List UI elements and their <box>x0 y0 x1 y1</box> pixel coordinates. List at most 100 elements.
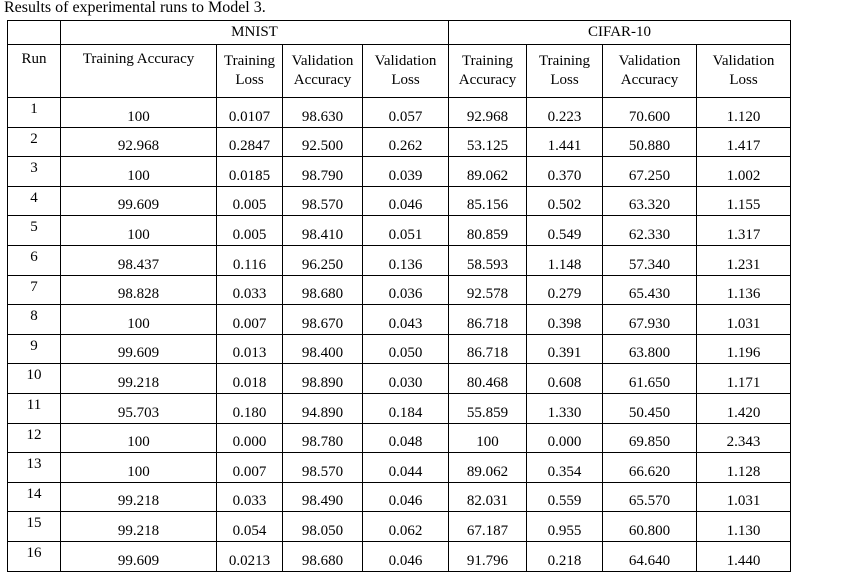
mnist-validation-accuracy-cell: 98.400 <box>282 333 363 365</box>
cifar-training-loss-cell: 0.608 <box>526 363 603 394</box>
mnist-training-accuracy-cell: 99.609 <box>60 185 217 217</box>
run-cell: 2 <box>7 126 61 158</box>
table-row: 12 100 0.000 98.780 0.048 100 0.000 69.850 2.343 <box>7 422 791 454</box>
run-cell: 15 <box>7 511 61 542</box>
table-row: 4 99.609 0.005 98.570 0.046 85.156 0.502 63.320… <box>7 185 791 217</box>
mnist-validation-loss-cell: 0.136 <box>362 244 449 276</box>
cifar-training-loss-cell: 0.955 <box>526 511 603 542</box>
corner-cell <box>7 20 61 45</box>
cifar-validation-loss-cell: 1.196 <box>696 333 791 365</box>
mnist-validation-accuracy-cell: 98.570 <box>282 452 363 483</box>
run-cell: 13 <box>7 452 61 483</box>
cifar-training-accuracy-cell: 89.062 <box>448 156 527 187</box>
table-row: 14 99.218 0.033 98.490 0.046 82.031 0.559 65.57… <box>7 481 791 513</box>
cifar-validation-accuracy-cell: 63.800 <box>602 333 697 365</box>
cifar-training-loss-cell: 0.398 <box>526 304 603 335</box>
table-row: 2 92.968 0.2847 92.500 0.262 53.125 1.441 50.88… <box>7 126 791 158</box>
mnist-validation-loss-cell: 0.030 <box>362 363 449 394</box>
mnist-training-loss-cell: 0.0185 <box>216 156 283 187</box>
column-header-cifar-validation-accuracy: Validation Accuracy <box>602 44 697 98</box>
mnist-validation-accuracy-cell: 98.890 <box>282 363 363 394</box>
mnist-validation-loss-cell: 0.262 <box>362 126 449 158</box>
table-row: 1 100 0.0107 98.630 0.057 92.968 0.223 70.600 1.… <box>7 97 791 128</box>
cifar-validation-loss-cell: 2.343 <box>696 422 791 454</box>
cifar-training-accuracy-cell: 67.187 <box>448 511 527 542</box>
header-line: Training <box>538 53 591 69</box>
mnist-validation-accuracy-cell: 98.780 <box>282 422 363 454</box>
table-row: 10 99.218 0.018 98.890 0.030 80.468 0.608 61.65… <box>7 363 791 394</box>
mnist-training-accuracy-cell: 99.609 <box>60 333 217 365</box>
cifar-validation-accuracy-cell: 60.800 <box>602 511 697 542</box>
cifar-training-loss-cell: 0.559 <box>526 481 603 513</box>
cifar-training-loss-cell: 1.148 <box>526 244 603 276</box>
header-line: Training <box>461 53 514 69</box>
mnist-training-loss-cell: 0.007 <box>216 452 283 483</box>
table-caption: Results of experimental runs to Model 3. <box>4 0 266 16</box>
table-row: 13 100 0.007 98.570 0.044 89.062 0.354 66.620 1.… <box>7 452 791 483</box>
cifar-validation-accuracy-cell: 50.450 <box>602 392 697 424</box>
cifar-validation-loss-cell: 1.440 <box>696 540 791 572</box>
table-row: 3 100 0.0185 98.790 0.039 89.062 0.370 67.250 1.… <box>7 156 791 187</box>
mnist-training-accuracy-cell: 100 <box>60 304 217 335</box>
cifar-validation-loss-cell: 1.317 <box>696 215 791 246</box>
mnist-validation-loss-cell: 0.039 <box>362 156 449 187</box>
mnist-validation-accuracy-cell: 96.250 <box>282 244 363 276</box>
cifar-training-accuracy-cell: 92.578 <box>448 274 527 306</box>
cifar-validation-loss-cell: 1.417 <box>696 126 791 158</box>
cifar-training-loss-cell: 0.223 <box>526 97 603 128</box>
cifar-validation-loss-cell: 1.031 <box>696 481 791 513</box>
header-line: Loss <box>729 72 758 88</box>
cifar-validation-loss-cell: 1.031 <box>696 304 791 335</box>
cifar-validation-accuracy-cell: 64.640 <box>602 540 697 572</box>
mnist-validation-accuracy-cell: 98.490 <box>282 481 363 513</box>
cifar-training-loss-cell: 0.391 <box>526 333 603 365</box>
run-cell: 6 <box>7 244 61 276</box>
mnist-training-accuracy-cell: 92.968 <box>60 126 217 158</box>
mnist-training-loss-cell: 0.054 <box>216 511 283 542</box>
cifar-validation-loss-cell: 1.231 <box>696 244 791 276</box>
run-cell: 9 <box>7 333 61 365</box>
mnist-training-loss-cell: 0.116 <box>216 244 283 276</box>
mnist-training-accuracy-cell: 100 <box>60 97 217 128</box>
run-cell: 16 <box>7 540 61 572</box>
mnist-training-accuracy-cell: 99.218 <box>60 363 217 394</box>
mnist-training-accuracy-cell: 95.703 <box>60 392 217 424</box>
cifar-validation-accuracy-cell: 65.570 <box>602 481 697 513</box>
table-body: 1 100 0.0107 98.630 0.057 92.968 0.223 70.600 1.… <box>7 97 791 572</box>
table-row: 6 98.437 0.116 96.250 0.136 58.593 1.148 57.340… <box>7 244 791 276</box>
run-cell: 3 <box>7 156 61 187</box>
mnist-validation-loss-cell: 0.057 <box>362 97 449 128</box>
cifar-training-loss-cell: 0.000 <box>526 422 603 454</box>
mnist-validation-loss-cell: 0.046 <box>362 185 449 217</box>
cifar-validation-accuracy-cell: 65.430 <box>602 274 697 306</box>
header-line: Validation <box>374 53 437 69</box>
group-header-mnist: MNIST <box>60 20 449 45</box>
cifar-training-accuracy-cell: 89.062 <box>448 452 527 483</box>
run-cell: 10 <box>7 363 61 394</box>
results-table: MNIST CIFAR-10 Run Training Accuracy Tra… <box>7 20 791 572</box>
cifar-training-accuracy-cell: 58.593 <box>448 244 527 276</box>
mnist-training-loss-cell: 0.180 <box>216 392 283 424</box>
run-cell: 4 <box>7 185 61 217</box>
header-line: Loss <box>550 72 579 88</box>
column-header-mnist-training-loss: Training Loss <box>216 44 283 98</box>
mnist-training-loss-cell: 0.018 <box>216 363 283 394</box>
run-cell: 12 <box>7 422 61 454</box>
cifar-validation-loss-cell: 1.002 <box>696 156 791 187</box>
mnist-validation-loss-cell: 0.036 <box>362 274 449 306</box>
cifar-training-loss-cell: 0.218 <box>526 540 603 572</box>
cifar-training-accuracy-cell: 55.859 <box>448 392 527 424</box>
header-line: Accuracy <box>620 72 679 88</box>
cifar-validation-accuracy-cell: 67.930 <box>602 304 697 335</box>
cifar-training-accuracy-cell: 85.156 <box>448 185 527 217</box>
mnist-validation-loss-cell: 0.044 <box>362 452 449 483</box>
mnist-validation-accuracy-cell: 98.570 <box>282 185 363 217</box>
cifar-validation-accuracy-cell: 61.650 <box>602 363 697 394</box>
cifar-training-loss-cell: 0.502 <box>526 185 603 217</box>
table-row: 16 99.609 0.0213 98.680 0.046 91.796 0.218 64.6… <box>7 540 791 572</box>
mnist-training-accuracy-cell: 99.218 <box>60 481 217 513</box>
mnist-training-loss-cell: 0.2847 <box>216 126 283 158</box>
mnist-training-loss-cell: 0.033 <box>216 274 283 306</box>
cifar-training-accuracy-cell: 53.125 <box>448 126 527 158</box>
column-header-mnist-validation-accuracy: Validation Accuracy <box>282 44 363 98</box>
